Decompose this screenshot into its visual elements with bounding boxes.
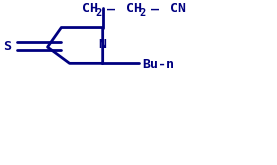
Text: —: — bbox=[107, 2, 115, 15]
Text: N: N bbox=[99, 38, 107, 51]
Text: CH: CH bbox=[82, 2, 98, 15]
Text: 2: 2 bbox=[139, 8, 146, 18]
Text: Bu-n: Bu-n bbox=[143, 58, 175, 71]
Text: S: S bbox=[3, 40, 11, 53]
Text: 2: 2 bbox=[95, 8, 101, 18]
Text: —: — bbox=[151, 2, 159, 15]
Text: CH: CH bbox=[126, 2, 142, 15]
Text: CN: CN bbox=[170, 2, 186, 15]
